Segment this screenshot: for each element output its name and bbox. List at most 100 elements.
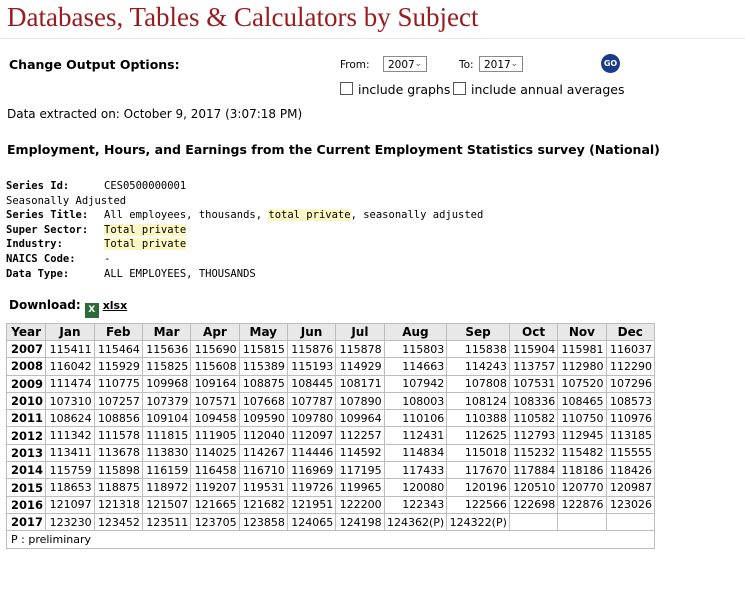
value-cell: 120510 bbox=[508, 478, 559, 497]
value-cell: 108445 bbox=[286, 374, 337, 393]
series-id-row: Series Id: CES0500000001 bbox=[6, 179, 483, 194]
value-cell: 115018 bbox=[446, 443, 510, 463]
value-cell: 123858 bbox=[238, 512, 288, 532]
value-cell: 124065 bbox=[286, 512, 337, 532]
value-cell: 123230 bbox=[45, 512, 95, 532]
value-cell: 122698 bbox=[508, 495, 559, 514]
table-row: 2010 107310 107257 107379 107571 107668 107787… bbox=[5, 391, 656, 411]
include-graphs-label: include graphs bbox=[358, 82, 451, 97]
value-cell: 114267 bbox=[238, 443, 288, 463]
value-cell: 117670 bbox=[446, 461, 510, 480]
value-cell: 115904 bbox=[508, 339, 559, 359]
value-cell: 112793 bbox=[508, 426, 559, 445]
series-title-part-1: All employees, thousands, bbox=[104, 209, 269, 222]
value-cell: 123511 bbox=[141, 512, 192, 532]
value-cell: 112980 bbox=[557, 357, 607, 376]
series-metadata: Series Id: CES0500000001 Seasonally Adjus… bbox=[6, 179, 483, 281]
value-cell: 117884 bbox=[508, 461, 559, 480]
column-header-aug: Aug bbox=[383, 323, 448, 341]
series-id-label: Series Id: bbox=[6, 180, 70, 192]
value-cell: 116037 bbox=[605, 339, 656, 359]
value-cell: 113411 bbox=[45, 443, 95, 463]
value-cell: 124322(P) bbox=[446, 512, 510, 532]
series-title-part-3: , seasonally adjusted bbox=[350, 209, 484, 222]
include-annual-averages-checkbox[interactable] bbox=[453, 82, 466, 95]
table-row: 2013 113411 113678 113830 114025 114267 114446… bbox=[5, 443, 656, 463]
value-cell: 108003 bbox=[383, 391, 448, 411]
table-row: 2014 115759 115898 116159 116458 116710 116969… bbox=[5, 461, 656, 480]
table-row: 2016 121097 121318 121507 121665 121682 121951… bbox=[5, 495, 656, 514]
value-cell: 107808 bbox=[446, 374, 510, 393]
year-cell: 2014 bbox=[5, 461, 47, 480]
value-cell: 115411 bbox=[45, 339, 95, 359]
value-cell: 109780 bbox=[286, 409, 337, 428]
value-cell: 118653 bbox=[45, 478, 95, 497]
value-cell: 119965 bbox=[335, 478, 385, 497]
table-row: 2017 123230 123452 123511 123705 123858 124065… bbox=[5, 512, 656, 532]
table-row: 2015 118653 118875 118972 119207 119531 119726… bbox=[5, 478, 656, 497]
value-cell: 121682 bbox=[238, 495, 288, 514]
value-cell: 111342 bbox=[45, 426, 95, 445]
value-cell: 114446 bbox=[286, 443, 337, 463]
naics-value: - bbox=[104, 252, 111, 265]
value-cell: 109458 bbox=[190, 409, 240, 428]
value-cell: 115608 bbox=[190, 357, 240, 376]
value-cell: 116042 bbox=[45, 357, 95, 376]
footnote-row: P : preliminary bbox=[6, 530, 655, 549]
table-row: 2012 111342 111578 111815 111905 112040 112097… bbox=[5, 426, 656, 445]
table-row: 2007 115411 115464 115636 115690 115815 115876… bbox=[5, 339, 656, 359]
value-cell: 108171 bbox=[335, 374, 385, 393]
value-cell: 120080 bbox=[383, 478, 448, 497]
value-cell: 111815 bbox=[141, 426, 192, 445]
year-cell: 2009 bbox=[5, 374, 47, 393]
value-cell: 115803 bbox=[383, 339, 448, 359]
value-cell: 120770 bbox=[557, 478, 607, 497]
value-cell bbox=[557, 512, 607, 532]
series-id-value: CES0500000001 bbox=[104, 180, 187, 192]
to-year-value: 2017 bbox=[484, 59, 511, 71]
value-cell: 110775 bbox=[93, 374, 143, 393]
from-year-select[interactable]: 2007 ⌄ bbox=[383, 56, 427, 72]
value-cell: 110582 bbox=[508, 409, 559, 428]
to-year-select[interactable]: 2017 ⌄ bbox=[479, 56, 523, 72]
super-sector-value: Total private bbox=[104, 223, 187, 236]
table-row: 2011 108624 108856 109104 109458 109590 109780… bbox=[5, 409, 656, 428]
table-header-row: Year Jan Feb Mar Apr May Jun Jul Aug Sep Oct Nov Dec bbox=[5, 323, 656, 341]
include-annual-averages-option[interactable]: include annual averages bbox=[453, 82, 624, 97]
include-graphs-checkbox[interactable] bbox=[340, 82, 353, 95]
column-header-jan: Jan bbox=[45, 323, 95, 341]
include-graphs-option[interactable]: include graphs bbox=[340, 82, 450, 97]
value-cell: 113757 bbox=[508, 357, 559, 376]
value-cell: 115876 bbox=[286, 339, 337, 359]
super-sector-label: Super Sector: bbox=[6, 223, 89, 236]
table-row: 2008 116042 115929 115825 115608 115389 115193… bbox=[5, 357, 656, 376]
xlsx-download-link[interactable]: xlsx bbox=[102, 299, 128, 312]
value-cell: 112097 bbox=[286, 426, 337, 445]
value-cell: 115389 bbox=[238, 357, 288, 376]
value-cell: 112040 bbox=[238, 426, 288, 445]
value-cell: 115232 bbox=[508, 443, 559, 463]
column-header-jul: Jul bbox=[335, 323, 385, 341]
value-cell: 107310 bbox=[45, 391, 95, 411]
preliminary-footnote: P : preliminary bbox=[6, 530, 655, 549]
value-cell: 115555 bbox=[605, 443, 656, 463]
excel-icon[interactable]: X bbox=[84, 303, 99, 318]
value-cell: 108624 bbox=[45, 409, 95, 428]
value-cell: 123026 bbox=[605, 495, 656, 514]
value-cell: 110388 bbox=[446, 409, 510, 428]
value-cell: 107890 bbox=[335, 391, 385, 411]
value-cell: 107531 bbox=[508, 374, 559, 393]
industry-row: Industry: Total private bbox=[6, 237, 483, 252]
data-extracted-text: Data extracted on: October 9, 2017 (3:07… bbox=[7, 107, 303, 121]
data-type-value: ALL EMPLOYEES, THOUSANDS bbox=[104, 267, 256, 280]
column-header-sep: Sep bbox=[446, 323, 510, 341]
value-cell: 119207 bbox=[190, 478, 240, 497]
value-cell: 116458 bbox=[190, 461, 240, 480]
value-cell: 108465 bbox=[557, 391, 607, 411]
value-cell: 107520 bbox=[557, 374, 607, 393]
value-cell bbox=[508, 512, 559, 532]
table-row: 2009 111474 110775 109968 109164 108875 108445… bbox=[5, 374, 656, 393]
go-button[interactable]: GO bbox=[601, 54, 620, 73]
data-type-label: Data Type: bbox=[6, 267, 70, 280]
value-cell: 116710 bbox=[238, 461, 288, 480]
